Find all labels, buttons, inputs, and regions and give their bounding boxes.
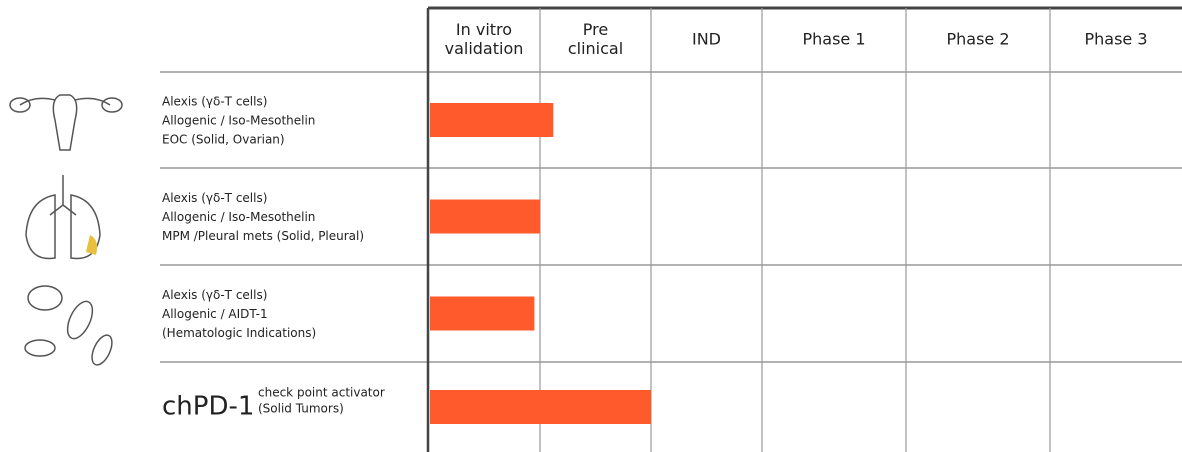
program-label: EOC (Solid, Ovarian) xyxy=(162,133,285,147)
program-label: (Hematologic Indications) xyxy=(162,326,316,340)
program-label: Allogenic / Iso-Mesothelin xyxy=(162,114,315,128)
icons xyxy=(10,95,122,368)
stage-header: validation xyxy=(445,39,524,58)
program-label: Alexis (γδ-T cells) xyxy=(162,95,267,109)
pipeline-chart: In vitrovalidation Preclinical IND Phase 1 P… xyxy=(0,0,1182,452)
cell-icon xyxy=(88,332,116,368)
stage-header: Pre xyxy=(583,20,608,39)
stage-header: IND xyxy=(692,30,721,49)
progress-bar xyxy=(430,103,553,137)
program-note: check point activator xyxy=(258,386,385,400)
program-label: Alexis (γδ-T cells) xyxy=(162,191,267,205)
stage-header: Phase 3 xyxy=(1084,30,1147,49)
cell-icon xyxy=(28,286,62,310)
ovary-icon xyxy=(102,98,122,112)
lung-icon xyxy=(26,195,55,259)
program-label: Allogenic / Iso-Mesothelin xyxy=(162,210,315,224)
stage-header: clinical xyxy=(568,39,623,58)
program-label: (Solid Tumors) xyxy=(258,402,344,416)
stage-header: In vitro xyxy=(456,20,512,39)
program-name: chPD-1 xyxy=(162,392,254,422)
progress-bar xyxy=(430,297,534,331)
cell-icon xyxy=(62,298,97,343)
program-label: MPM /Pleural mets (Solid, Pleural) xyxy=(162,229,364,243)
progress-bar xyxy=(430,200,540,234)
progress-bar xyxy=(430,390,651,424)
lung-highlight xyxy=(86,235,97,255)
cell-icon xyxy=(25,340,55,356)
program-label: Allogenic / AIDT-1 xyxy=(162,307,268,321)
program-label: Alexis (γδ-T cells) xyxy=(162,288,267,302)
uterus-icon xyxy=(20,95,110,150)
stage-header: Phase 1 xyxy=(802,30,865,49)
stage-header: Phase 2 xyxy=(946,30,1009,49)
